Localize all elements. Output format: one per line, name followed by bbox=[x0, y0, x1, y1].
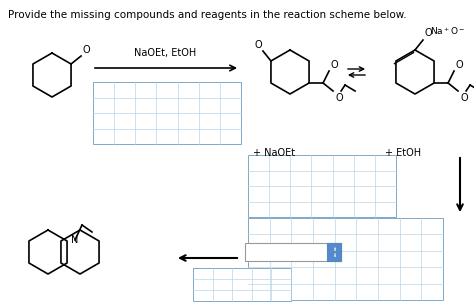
Text: Select answer: Select answer bbox=[249, 248, 308, 256]
Text: + NaOEt: + NaOEt bbox=[253, 148, 295, 158]
Text: Provide the missing compounds and reagents in the reaction scheme below.: Provide the missing compounds and reagen… bbox=[8, 10, 407, 20]
Text: O: O bbox=[455, 60, 463, 70]
Text: O: O bbox=[255, 40, 262, 50]
Bar bbox=[248, 155, 396, 217]
Bar bbox=[327, 243, 341, 261]
Text: O: O bbox=[82, 45, 90, 55]
Text: O: O bbox=[335, 93, 343, 103]
Bar bbox=[245, 243, 341, 261]
Text: O: O bbox=[425, 28, 433, 38]
Text: Na$\mathsf{^+}$O$\mathsf{^-}$: Na$\mathsf{^+}$O$\mathsf{^-}$ bbox=[430, 25, 465, 37]
Text: + EtOH: + EtOH bbox=[385, 148, 421, 158]
Text: N: N bbox=[71, 235, 79, 245]
Text: ⬆
⬇: ⬆ ⬇ bbox=[332, 247, 336, 257]
Text: NaOEt, EtOH: NaOEt, EtOH bbox=[134, 48, 196, 58]
Text: O: O bbox=[330, 60, 337, 70]
Text: O: O bbox=[460, 93, 468, 103]
Bar bbox=[248, 218, 443, 300]
Bar bbox=[93, 82, 241, 144]
Bar bbox=[193, 268, 291, 301]
